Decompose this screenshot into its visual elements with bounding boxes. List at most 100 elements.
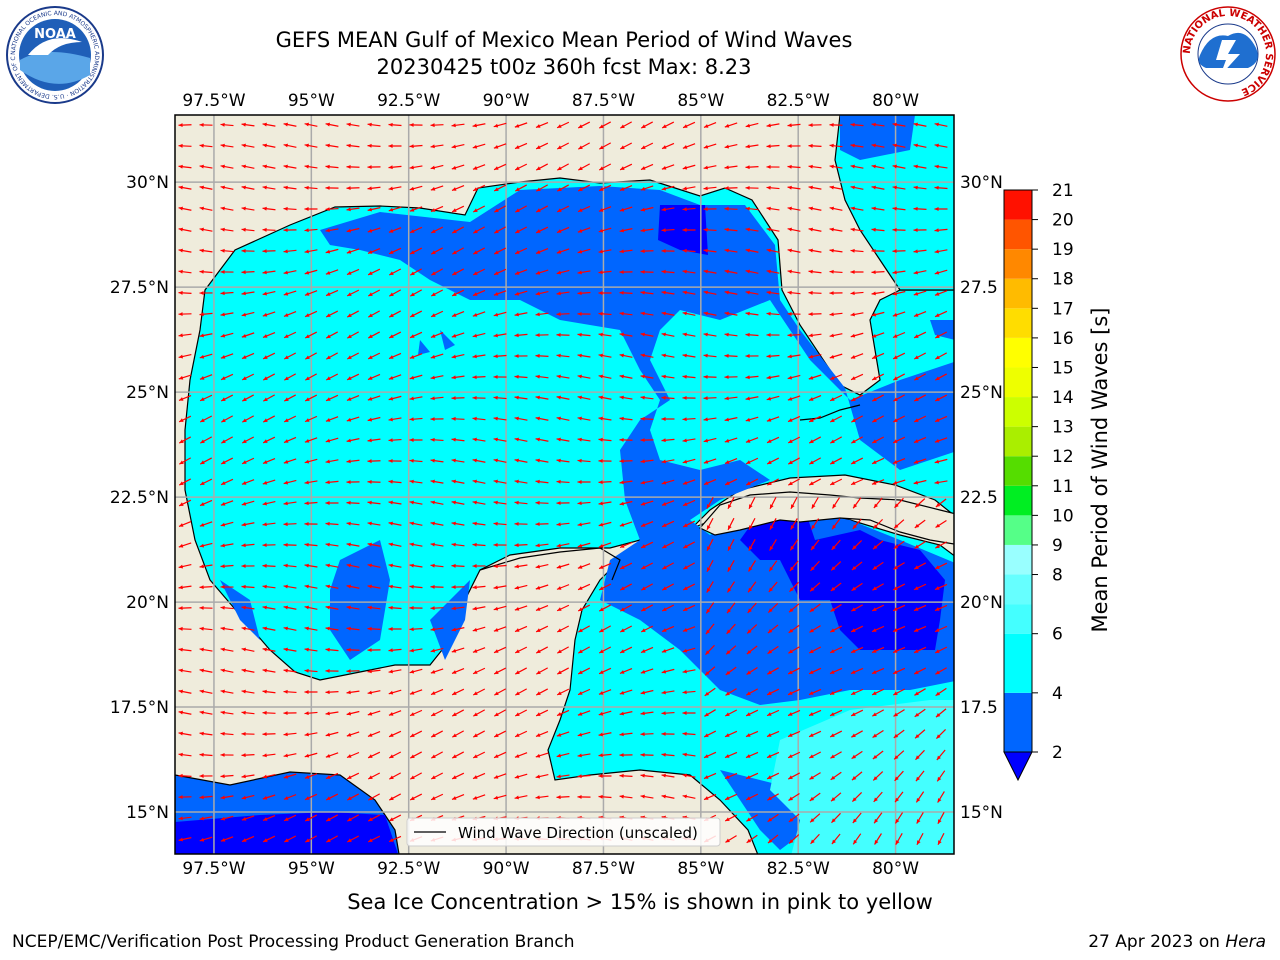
- wind-arrow: [598, 542, 612, 548]
- wind-arrow: [829, 206, 843, 211]
- wind-arrow: [829, 394, 843, 402]
- wind-arrow: [262, 415, 276, 423]
- wind-arrow: [810, 539, 820, 551]
- wind-arrow: [241, 689, 255, 694]
- wind-arrow: [451, 500, 465, 505]
- wind-arrow: [262, 331, 276, 339]
- wind-arrow: [304, 143, 318, 148]
- wind-arrow: [934, 310, 948, 318]
- wind-arrow: [703, 207, 717, 211]
- wind-arrow: [598, 732, 612, 737]
- wind-arrow: [577, 332, 591, 337]
- wind-arrow: [409, 247, 423, 255]
- wind-arrow: [766, 354, 780, 359]
- wind-arrow: [199, 774, 213, 778]
- wind-arrow: [409, 521, 423, 526]
- wind-arrow: [893, 540, 905, 550]
- wind-arrow: [472, 585, 486, 590]
- wind-arrow: [893, 562, 905, 570]
- wind-arrow: [325, 501, 339, 505]
- wind-arrow: [913, 458, 927, 464]
- wind-arrow: [661, 459, 675, 464]
- wind-arrow: [724, 332, 738, 337]
- lon-tick-bottom-5: 85°W: [677, 859, 724, 879]
- wind-arrow: [451, 479, 465, 484]
- wind-arrow: [619, 541, 633, 549]
- wind-arrow: [850, 270, 864, 274]
- wind-arrow: [830, 582, 842, 592]
- wind-arrow: [787, 333, 801, 338]
- wind-arrow: [936, 770, 946, 782]
- wind-arrow: [788, 603, 800, 613]
- wind-arrow: [388, 584, 402, 589]
- wind-arrow: [894, 497, 904, 509]
- lon-tick-bottom-1: 95°W: [288, 859, 335, 879]
- wind-arrow: [619, 206, 633, 212]
- wind-arrow: [368, 310, 380, 318]
- wind-arrow: [661, 374, 675, 379]
- wind-arrow: [220, 394, 234, 402]
- wind-arrow: [325, 437, 339, 443]
- wind-arrow: [766, 185, 780, 190]
- lat-tick-left-3: 22.5°N: [110, 488, 169, 508]
- wind-arrow: [367, 814, 381, 822]
- wind-arrow: [346, 690, 360, 695]
- wind-arrow: [809, 772, 821, 780]
- wind-arrow: [388, 352, 402, 360]
- colorbar-tick-label-11: 16: [1052, 329, 1074, 349]
- wind-arrow: [514, 667, 528, 675]
- wind-arrow: [682, 583, 696, 591]
- wind-arrow: [661, 647, 675, 653]
- wind-arrow: [430, 247, 444, 255]
- wind-arrow: [703, 478, 717, 486]
- wind-arrow: [598, 794, 612, 799]
- wind-arrow: [241, 731, 255, 736]
- wind-arrow: [409, 479, 423, 484]
- wind-arrow: [661, 185, 675, 191]
- wind-arrow: [724, 772, 738, 780]
- wind-arrow: [199, 816, 213, 821]
- wind-arrow: [241, 753, 255, 758]
- wind-arrow: [850, 373, 864, 381]
- wind-arrow: [241, 543, 255, 548]
- wind-arrow: [577, 563, 591, 569]
- wind-arrow: [346, 500, 360, 505]
- wind-arrow: [199, 521, 213, 527]
- wind-arrow: [241, 710, 255, 715]
- colorbar: 2 4 6 8 9 10 11 12 13 14 15 16 17 18 19 20 21: [1003, 181, 1074, 782]
- wind-arrow: [451, 310, 465, 318]
- wind-arrow: [304, 752, 318, 758]
- wind-arrow: [831, 812, 841, 824]
- wind-arrow: [598, 353, 612, 358]
- wind-arrow: [852, 497, 862, 509]
- wind-arrow: [829, 333, 843, 338]
- wind-arrow: [619, 500, 633, 506]
- wind-arrow: [472, 479, 486, 484]
- wind-arrow: [535, 226, 549, 234]
- wind-arrow: [619, 689, 633, 695]
- wind-arrow: [577, 774, 591, 779]
- wind-arrow: [873, 812, 883, 824]
- wind-arrow: [325, 711, 339, 716]
- wind-arrow: [703, 122, 717, 128]
- wind-arrow: [703, 437, 717, 443]
- wind-arrow: [619, 311, 633, 316]
- wind-arrow: [829, 667, 843, 675]
- wind-arrow: [304, 415, 318, 423]
- wind-arrow: [640, 121, 654, 129]
- wind-arrow: [451, 709, 465, 717]
- wind-arrow: [367, 373, 381, 381]
- wind-arrow: [808, 123, 822, 128]
- wind-arrow: [934, 458, 948, 464]
- wind-arrow: [535, 269, 549, 275]
- wind-arrow: [473, 709, 485, 717]
- wind-arrow: [935, 541, 947, 549]
- wind-arrow: [724, 186, 738, 191]
- wind-arrow: [305, 835, 317, 843]
- wind-arrow: [472, 751, 486, 759]
- wind-arrow: [262, 457, 276, 465]
- wind-arrow: [916, 832, 924, 846]
- wind-arrow: [220, 774, 234, 779]
- wind-arrow: [535, 709, 549, 717]
- wind-arrow: [472, 123, 486, 128]
